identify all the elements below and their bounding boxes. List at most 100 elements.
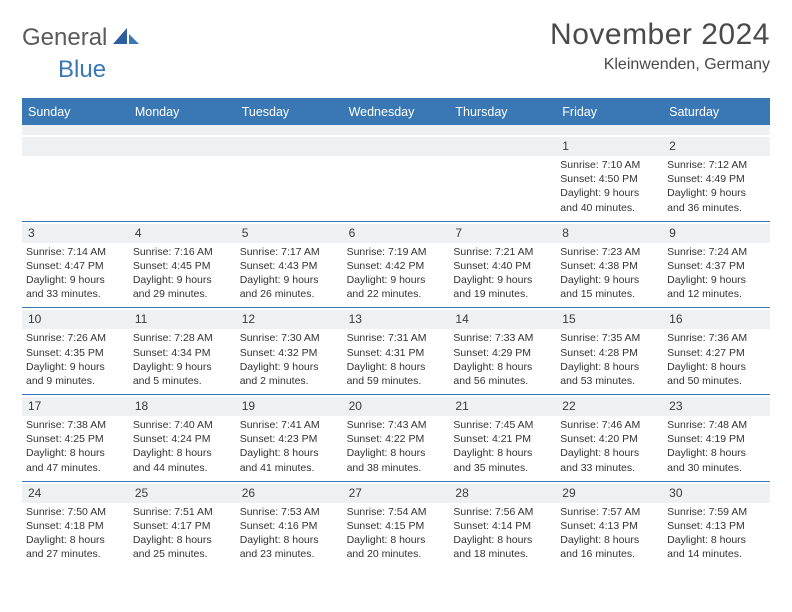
day-cell	[343, 135, 450, 221]
day-cell: 17Sunrise: 7:38 AMSunset: 4:25 PMDayligh…	[22, 395, 129, 481]
day-number-bar: 23	[663, 397, 770, 416]
daylight-text: Daylight: 8 hours and 56 minutes.	[453, 360, 552, 388]
daylight-text: Daylight: 8 hours and 47 minutes.	[26, 446, 125, 474]
day-number-bar: 29	[556, 484, 663, 503]
day-number: 20	[345, 399, 448, 413]
sunrise-text: Sunrise: 7:23 AM	[560, 245, 659, 259]
day-number: 18	[131, 399, 234, 413]
week-row: 3 Sunrise: 7:14 AMSunset: 4:47 PM Daylight…	[22, 221, 770, 308]
day-number-bar: 25	[129, 484, 236, 503]
sunset-text: Sunset: 4:22 PM	[347, 432, 446, 446]
sunrise-text: Sunrise: 7:10 AM	[560, 158, 659, 172]
day-number-bar: 9	[663, 224, 770, 243]
daylight-text: Daylight: 8 hours and 27 minutes.	[26, 533, 125, 561]
day-number: 27	[345, 486, 448, 500]
day-cell: 14Sunrise: 7:33 AMSunset: 4:29 PMDayligh…	[449, 308, 556, 394]
daylight-text: Daylight: 8 hours and 18 minutes.	[453, 533, 552, 561]
daylight-text: Daylight: 9 hours and 22 minutes.	[347, 273, 446, 301]
day-number-bar: 3	[22, 224, 129, 243]
day-number-bar: 14	[449, 310, 556, 329]
day-number-bar: 30	[663, 484, 770, 503]
sunset-text: Sunset: 4:13 PM	[560, 519, 659, 533]
sunrise-text: Sunrise: 7:43 AM	[347, 418, 446, 432]
day-info: Sunrise: 7:31 AMSunset: 4:31 PMDaylight:…	[347, 331, 446, 388]
day-number: 5	[238, 226, 341, 240]
day-number-bar: 13	[343, 310, 450, 329]
sunrise-text: Sunrise: 7:30 AM	[240, 331, 339, 345]
sunset-text: Sunset: 4:47 PM	[26, 259, 125, 273]
day-info: Sunrise: 7:56 AMSunset: 4:14 PMDaylight:…	[453, 505, 552, 562]
brand-text-1: General	[22, 24, 107, 52]
day-number: 3	[24, 226, 127, 240]
day-number-bar	[449, 137, 556, 156]
day-cell	[22, 135, 129, 221]
sunset-text: Sunset: 4:25 PM	[26, 432, 125, 446]
day-info: Sunrise: 7:50 AMSunset: 4:18 PMDaylight:…	[26, 505, 125, 562]
sunset-text: Sunset: 4:23 PM	[240, 432, 339, 446]
day-number: 11	[131, 312, 234, 326]
day-number-bar: 24	[22, 484, 129, 503]
day-cell: 30Sunrise: 7:59 AMSunset: 4:13 PMDayligh…	[663, 482, 770, 568]
day-number-bar: 8	[556, 224, 663, 243]
sunrise-text: Sunrise: 7:56 AM	[453, 505, 552, 519]
daylight-text: Daylight: 8 hours and 33 minutes.	[560, 446, 659, 474]
sunrise-text: Sunrise: 7:59 AM	[667, 505, 766, 519]
daylight-text: Daylight: 9 hours and 12 minutes.	[667, 273, 766, 301]
sunrise-text: Sunrise: 7:57 AM	[560, 505, 659, 519]
sunset-text: Sunset: 4:31 PM	[347, 346, 446, 360]
day-cell: 6 Sunrise: 7:19 AMSunset: 4:42 PMDaylight…	[343, 222, 450, 308]
sunrise-text: Sunrise: 7:28 AM	[133, 331, 232, 345]
sunset-text: Sunset: 4:28 PM	[560, 346, 659, 360]
day-number: 23	[665, 399, 768, 413]
day-info: Sunrise: 7:36 AMSunset: 4:27 PMDaylight:…	[667, 331, 766, 388]
day-cell: 11Sunrise: 7:28 AMSunset: 4:34 PMDayligh…	[129, 308, 236, 394]
sunrise-text: Sunrise: 7:26 AM	[26, 331, 125, 345]
day-number	[131, 139, 234, 153]
daylight-text: Daylight: 9 hours and 5 minutes.	[133, 360, 232, 388]
day-number: 15	[558, 312, 661, 326]
sunrise-text: Sunrise: 7:36 AM	[667, 331, 766, 345]
day-info: Sunrise: 7:40 AMSunset: 4:24 PMDaylight:…	[133, 418, 232, 475]
sunrise-text: Sunrise: 7:45 AM	[453, 418, 552, 432]
day-info: Sunrise: 7:10 AMSunset: 4:50 PMDaylight:…	[560, 158, 659, 215]
daylight-text: Daylight: 8 hours and 41 minutes.	[240, 446, 339, 474]
title-block: November 2024 Kleinwenden, Germany	[550, 18, 770, 74]
location: Kleinwenden, Germany	[550, 56, 770, 74]
sunset-text: Sunset: 4:27 PM	[667, 346, 766, 360]
sunrise-text: Sunrise: 7:14 AM	[26, 245, 125, 259]
daylight-text: Daylight: 9 hours and 29 minutes.	[133, 273, 232, 301]
day-number: 19	[238, 399, 341, 413]
week-row: 1Sunrise: 7:10 AMSunset: 4:50 PMDaylight…	[22, 135, 770, 221]
day-number-bar: 5	[236, 224, 343, 243]
day-number: 10	[24, 312, 127, 326]
sunrise-text: Sunrise: 7:51 AM	[133, 505, 232, 519]
sunrise-text: Sunrise: 7:40 AM	[133, 418, 232, 432]
sunset-text: Sunset: 4:29 PM	[453, 346, 552, 360]
day-number: 7	[451, 226, 554, 240]
day-info: Sunrise: 7:17 AMSunset: 4:43 PMDaylight:…	[240, 245, 339, 302]
day-info: Sunrise: 7:57 AMSunset: 4:13 PMDaylight:…	[560, 505, 659, 562]
day-of-week-header: Sunday	[22, 100, 129, 125]
day-number: 9	[665, 226, 768, 240]
day-number	[451, 139, 554, 153]
day-info: Sunrise: 7:16 AMSunset: 4:45 PMDaylight:…	[133, 245, 232, 302]
day-number-bar: 6	[343, 224, 450, 243]
sunset-text: Sunset: 4:42 PM	[347, 259, 446, 273]
sunrise-text: Sunrise: 7:38 AM	[26, 418, 125, 432]
day-of-week-header: Wednesday	[343, 100, 450, 125]
day-cell: 29 Sunrise: 7:57 AMSunset: 4:13 PMDayligh…	[556, 482, 663, 568]
sunset-text: Sunset: 4:18 PM	[26, 519, 125, 533]
day-number: 24	[24, 486, 127, 500]
day-cell: 3Sunrise: 7:14 AMSunset: 4:47 PMDaylight…	[22, 222, 129, 308]
day-info: Sunrise: 7:48 AMSunset: 4:19 PMDaylight:…	[667, 418, 766, 475]
sunset-text: Sunset: 4:49 PM	[667, 172, 766, 186]
day-info: Sunrise: 7:19 AMSunset: 4:42 PMDaylight:…	[347, 245, 446, 302]
day-info: Sunrise: 7:45 AMSunset: 4:21 PMDaylight:…	[453, 418, 552, 475]
day-number	[24, 139, 127, 153]
sunset-text: Sunset: 4:40 PM	[453, 259, 552, 273]
week-row: 10Sunrise: 7:26 AMSunset: 4:35 PMDayligh…	[22, 307, 770, 394]
sunrise-text: Sunrise: 7:50 AM	[26, 505, 125, 519]
day-cell: 10Sunrise: 7:26 AMSunset: 4:35 PMDayligh…	[22, 308, 129, 394]
day-of-week-header: Monday	[129, 100, 236, 125]
day-cell: 15Sunrise: 7:35 AMSunset: 4:28 PMDayligh…	[556, 308, 663, 394]
